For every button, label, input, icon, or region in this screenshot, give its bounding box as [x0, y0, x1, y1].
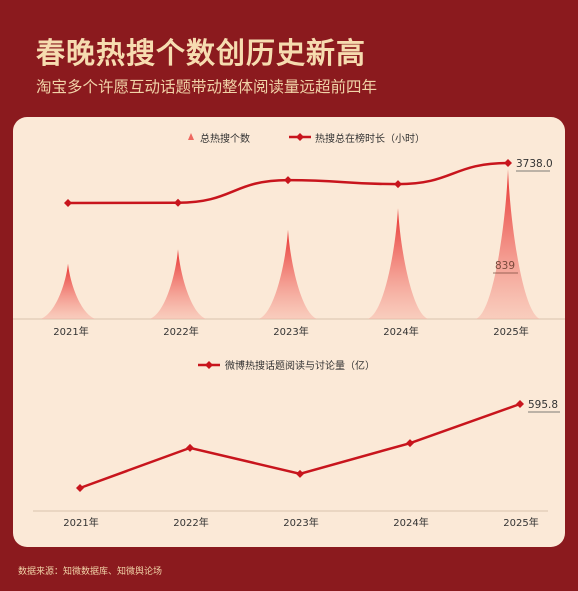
- data-label-reads: 595.8: [528, 399, 558, 411]
- x-tick-label: 2023年: [273, 325, 308, 338]
- x-tick-label: 2022年: [173, 516, 208, 529]
- x-tick-label: 2023年: [283, 516, 318, 529]
- line-point: [394, 180, 402, 189]
- line-point: [76, 484, 84, 492]
- line-point: [516, 400, 524, 408]
- legend2-line-marker: [205, 361, 213, 369]
- x-tick-label: 2024年: [393, 516, 428, 529]
- data-source: 数据来源：知微数据库、知微舆论场: [18, 567, 163, 577]
- legend-line-marker: [296, 133, 304, 141]
- peak-bar: [40, 263, 96, 319]
- peak-bar: [149, 249, 207, 319]
- peak-bar: [367, 208, 429, 319]
- charts-svg: 总热搜个数 热搜总在榜时长（小时） 2021年 2022年 2023年 2024年 2025…: [13, 132, 565, 529]
- legend-chart1: 总热搜个数 热搜总在榜时长（小时）: [188, 132, 425, 145]
- x-tick-label: 2025年: [493, 325, 528, 338]
- legend-chart2: 微博热搜话题阅读与讨论量（亿）: [198, 359, 375, 372]
- data-label-duration: 3738.0: [516, 158, 553, 170]
- legend-peak-label: 总热搜个数: [200, 132, 250, 145]
- x-tick-label: 2021年: [63, 516, 98, 529]
- line-point: [406, 439, 414, 448]
- legend-line-label: 热搜总在榜时长（小时）: [315, 132, 425, 145]
- line-point: [174, 198, 182, 207]
- x-tick-label: 2025年: [503, 516, 538, 529]
- line-point: [284, 176, 292, 185]
- chart-card: 总热搜个数 热搜总在榜时长（小时） 2021年 2022年 2023年 2024年 2025…: [13, 117, 565, 547]
- page-title: 春晚热搜个数创历史新高: [36, 36, 367, 70]
- peak-bar: [475, 169, 541, 319]
- x-tick-label: 2022年: [163, 325, 198, 338]
- line-point: [186, 443, 194, 452]
- page-subtitle: 淘宝多个许愿互动话题带动整体阅读量远超前四年: [36, 78, 378, 96]
- line-point: [64, 199, 72, 207]
- legend-peak-marker: [188, 133, 194, 140]
- peak-bar: [258, 229, 318, 319]
- data-label-peak: 839: [495, 260, 515, 272]
- legend2-line-label: 微博热搜话题阅读与讨论量（亿）: [225, 359, 375, 372]
- x-tick-label: 2021年: [53, 325, 88, 338]
- line-point: [296, 469, 304, 478]
- x-tick-label: 2024年: [383, 325, 418, 338]
- line-point: [504, 159, 512, 167]
